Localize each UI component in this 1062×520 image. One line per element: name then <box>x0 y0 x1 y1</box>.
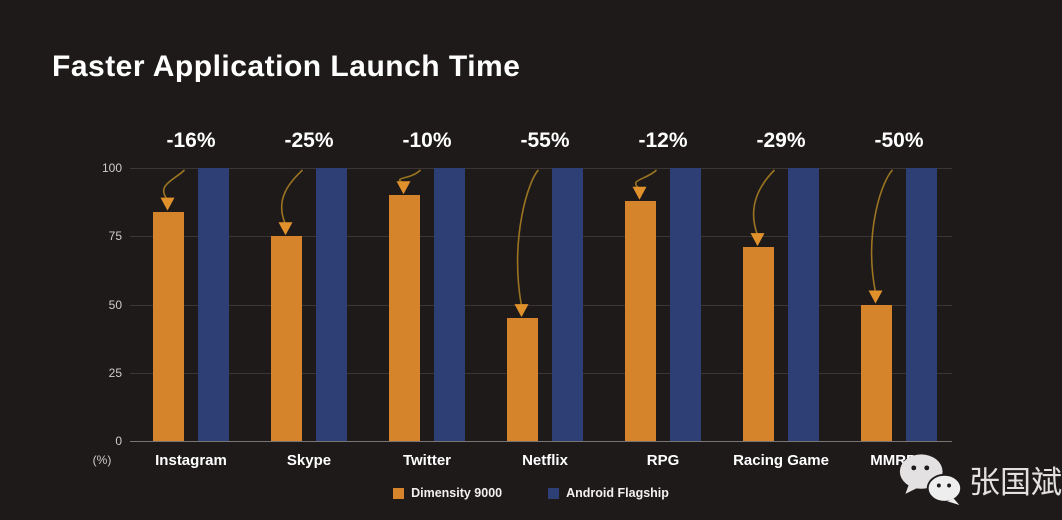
legend-label-1: Android Flagship <box>566 486 669 500</box>
y-tick-label-75: 75 <box>108 229 122 244</box>
decrease-arrow-head-6 <box>868 290 883 304</box>
wechat-icon <box>899 454 963 505</box>
y-tick-label-100: 100 <box>101 161 122 175</box>
delta-label-0: -16% <box>166 129 216 152</box>
bar-android-flagship-1 <box>316 168 347 441</box>
category-label-0: Instagram <box>155 452 227 469</box>
decrease-arrow-head-4 <box>632 186 647 200</box>
delta-label-5: -29% <box>756 129 806 152</box>
decrease-arrow-curve-1 <box>280 169 304 225</box>
bar-android-flagship-3 <box>552 168 583 441</box>
decrease-arrow-curve-3 <box>516 169 540 307</box>
decrease-arrow-curve-0 <box>162 169 186 201</box>
decrease-arrow-head-2 <box>396 181 411 195</box>
legend-swatch-0 <box>393 487 405 499</box>
bar-dimensity-9000-0 <box>153 211 184 441</box>
gridline-25 <box>130 372 952 374</box>
category-label-3: Netflix <box>522 452 568 469</box>
bar-android-flagship-5 <box>788 168 819 441</box>
bar-android-flagship-2 <box>434 168 465 441</box>
bar-dimensity-9000-3 <box>507 318 538 441</box>
gridline-50 <box>130 304 952 306</box>
legend-swatch-1 <box>548 487 560 499</box>
category-label-1: Skype <box>286 452 332 469</box>
delta-label-3: -55% <box>520 129 570 152</box>
delta-label-2: -10% <box>402 129 452 152</box>
x-axis-line <box>130 441 952 442</box>
decrease-arrow-head-1 <box>278 222 293 236</box>
bar-dimensity-9000-5 <box>743 247 774 441</box>
bar-dimensity-9000-6 <box>861 304 892 441</box>
bar-dimensity-9000-2 <box>389 195 420 441</box>
watermark-text: 张国斌 <box>969 464 1062 501</box>
legend-label-0: Dimensity 9000 <box>411 486 503 500</box>
legend: Dimensity 9000 Android Flagship <box>0 486 1062 500</box>
category-label-2: Twitter <box>402 452 452 469</box>
y-tick-label-50: 50 <box>108 297 122 312</box>
y-tick-label-25: 25 <box>108 365 122 380</box>
bar-android-flagship-0 <box>198 168 229 441</box>
y-axis-unit: (%) <box>92 453 112 467</box>
bar-android-flagship-6 <box>906 168 937 441</box>
chart-title: Faster Application Launch Time <box>52 50 521 83</box>
decrease-arrow-curve-6 <box>870 169 894 293</box>
delta-label-4: -12% <box>638 129 688 152</box>
decrease-arrow-curve-2 <box>398 169 422 184</box>
category-label-5: Racing Game <box>733 452 829 469</box>
decrease-arrow-curve-4 <box>634 169 658 190</box>
category-label-4: RPG <box>646 452 680 469</box>
y-tick-label-0: 0 <box>115 434 122 448</box>
legend-item-1: Android Flagship <box>548 486 669 500</box>
gridline-75 <box>130 236 952 238</box>
gridline-100 <box>130 168 952 169</box>
bar-dimensity-9000-4 <box>625 200 656 441</box>
decrease-arrow-head-3 <box>514 304 529 318</box>
decrease-arrow-head-5 <box>750 233 765 247</box>
bar-android-flagship-4 <box>670 168 701 441</box>
bar-dimensity-9000-1 <box>271 236 302 441</box>
legend-item-0: Dimensity 9000 <box>393 486 502 500</box>
decrease-arrow-curve-5 <box>752 169 776 236</box>
delta-label-6: -50% <box>874 129 924 152</box>
decrease-arrow-head-0 <box>160 197 175 211</box>
watermark: 张国斌 <box>898 448 1062 510</box>
delta-label-1: -25% <box>284 129 334 152</box>
